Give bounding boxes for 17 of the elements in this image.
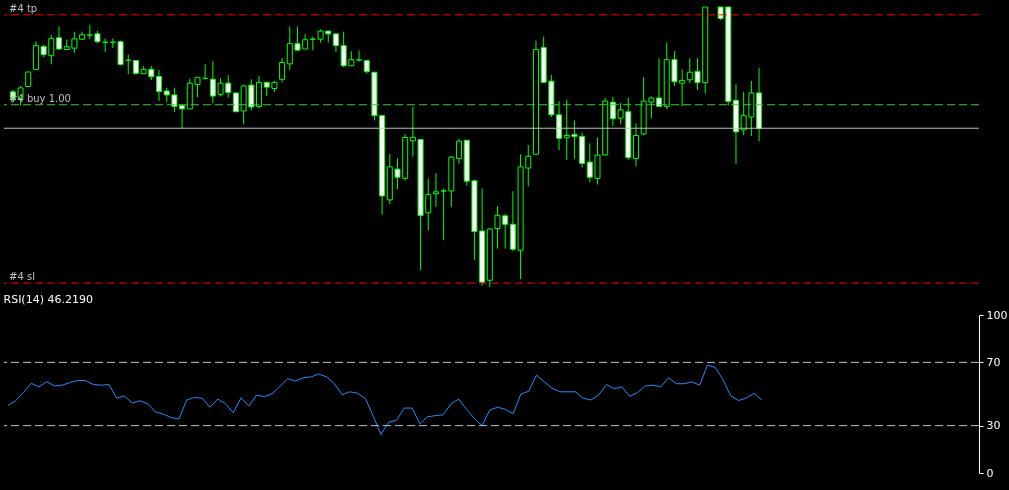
candlestick bbox=[432, 172, 439, 208]
candlestick bbox=[279, 57, 286, 84]
chart-title: RSI(14) 46.2190 bbox=[3, 293, 93, 306]
candlestick bbox=[440, 188, 447, 241]
y-tick-label: 100 bbox=[986, 308, 1008, 322]
candlestick bbox=[117, 40, 124, 67]
ref-line-label: #4 sl bbox=[9, 271, 35, 283]
candlestick bbox=[632, 122, 639, 168]
candlestick bbox=[56, 26, 62, 51]
line-series bbox=[7, 364, 763, 435]
y-tick-label: 0 bbox=[986, 466, 994, 480]
candlestick bbox=[156, 69, 163, 102]
candlestick bbox=[456, 138, 463, 165]
ref-line-label: #4 tp bbox=[9, 2, 38, 14]
y-tick-label: 30 bbox=[986, 419, 1001, 433]
candlestick bbox=[356, 49, 363, 62]
y-tick-label: 70 bbox=[986, 355, 1001, 369]
